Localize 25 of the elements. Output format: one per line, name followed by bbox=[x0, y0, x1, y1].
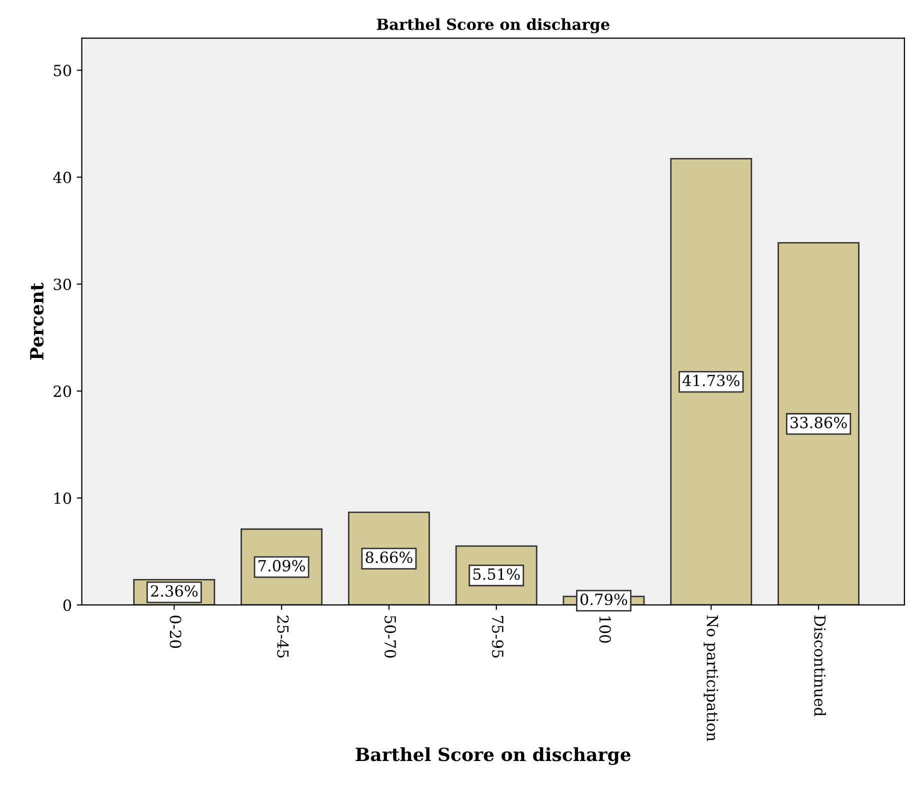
bar bbox=[670, 158, 752, 605]
x-tick-label: 0-20 bbox=[170, 616, 182, 648]
y-tick-label: 50 bbox=[54, 64, 72, 76]
y-tick-label: 0 bbox=[63, 599, 72, 611]
y-tick-label: 30 bbox=[54, 278, 72, 290]
y-tick-label: 40 bbox=[53, 172, 72, 184]
bar bbox=[778, 242, 860, 605]
x-tick-label: 50-70 bbox=[384, 616, 396, 658]
chart-title: Barthel Score on discharge bbox=[376, 18, 610, 34]
x-axis-title: Barthel Score on discharge bbox=[356, 747, 631, 765]
data-label: 8.66% bbox=[366, 552, 412, 564]
y-tick-label: 10 bbox=[54, 492, 72, 504]
data-label: 0.79% bbox=[580, 594, 628, 606]
x-tick-label: 75-95 bbox=[492, 616, 504, 658]
x-tick-label: No participation bbox=[704, 615, 718, 742]
x-tick-label: 25-45 bbox=[277, 616, 289, 658]
data-label: 33.86% bbox=[790, 416, 847, 428]
data-label: 2.36% bbox=[150, 585, 198, 597]
data-label: 5.51% bbox=[473, 568, 520, 580]
data-label: 7.09% bbox=[258, 560, 305, 572]
y-axis-title: Percent bbox=[30, 282, 44, 360]
x-tick-label: 100 bbox=[599, 616, 611, 643]
x-tick-label: Discontinued bbox=[814, 616, 826, 716]
y-tick-label: 20 bbox=[54, 386, 72, 398]
data-label: 41.73% bbox=[682, 374, 740, 386]
